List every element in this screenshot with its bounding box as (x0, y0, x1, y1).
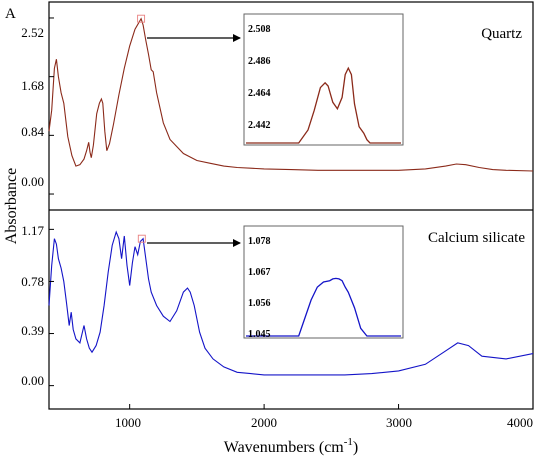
quartz-inset-ytick-label: 2.442 (248, 120, 271, 131)
calcium-silicate-ytick-label: 0.39 (21, 323, 44, 338)
quartz-ytick-label: 1.68 (21, 78, 44, 93)
quartz-inset-ytick-label: 2.464 (248, 88, 271, 99)
calcium-silicate-ytick-label: 0.00 (21, 373, 44, 388)
quartz-peak-marker (137, 14, 146, 23)
plot-frame (48, 1, 534, 410)
series-label-quartz: Quartz (481, 26, 522, 42)
quartz-inset-ytick-label: 2.508 (248, 24, 271, 35)
quartz-ytick-label: 0.84 (21, 124, 44, 139)
calcium-silicate-inset-ytick-label: 1.056 (248, 298, 271, 309)
calcium-silicate-inset-ytick-label: 1.045 (248, 329, 271, 340)
calcium-silicate-ytick-label: 0.78 (21, 274, 44, 289)
quartz-inset-spectrum-line (246, 66, 401, 144)
xtick-label: 2000 (251, 415, 277, 430)
y-axis-title: Absorbance (3, 168, 20, 244)
quartz-inset-frame (243, 13, 404, 146)
series-label-calcium-silicate: Calcium silicate (428, 230, 525, 246)
axis-ticks (49, 17, 534, 409)
quartz-ytick-label: 2.52 (21, 25, 44, 40)
x-axis-title-text: Wavenumbers (cm (224, 439, 345, 456)
calcium-silicate-inset-ytick-label: 1.067 (248, 267, 271, 278)
xtick-label: 3000 (386, 415, 412, 430)
calcium-silicate-inset-ytick-label: 1.078 (248, 236, 271, 247)
panel-letter: A (5, 6, 16, 22)
xtick-label: 4000 (507, 415, 533, 430)
x-axis-title-closing: ) (353, 439, 358, 456)
calcium-silicate-inset-spectrum-line (246, 277, 401, 337)
x-axis-title: Wavenumbers (cm-1) (224, 436, 359, 456)
calcium-silicate-peak-marker (137, 234, 146, 243)
x-axis-title-superscript: -1 (344, 436, 353, 448)
calcium-silicate-ytick-label: 1.17 (21, 223, 44, 238)
calcium-silicate-spectrum-line (48, 230, 534, 376)
quartz-inset-ytick-label: 2.486 (248, 56, 271, 67)
quartz-ytick-label: 0.00 (21, 174, 44, 189)
xtick-label: 1000 (115, 415, 141, 430)
